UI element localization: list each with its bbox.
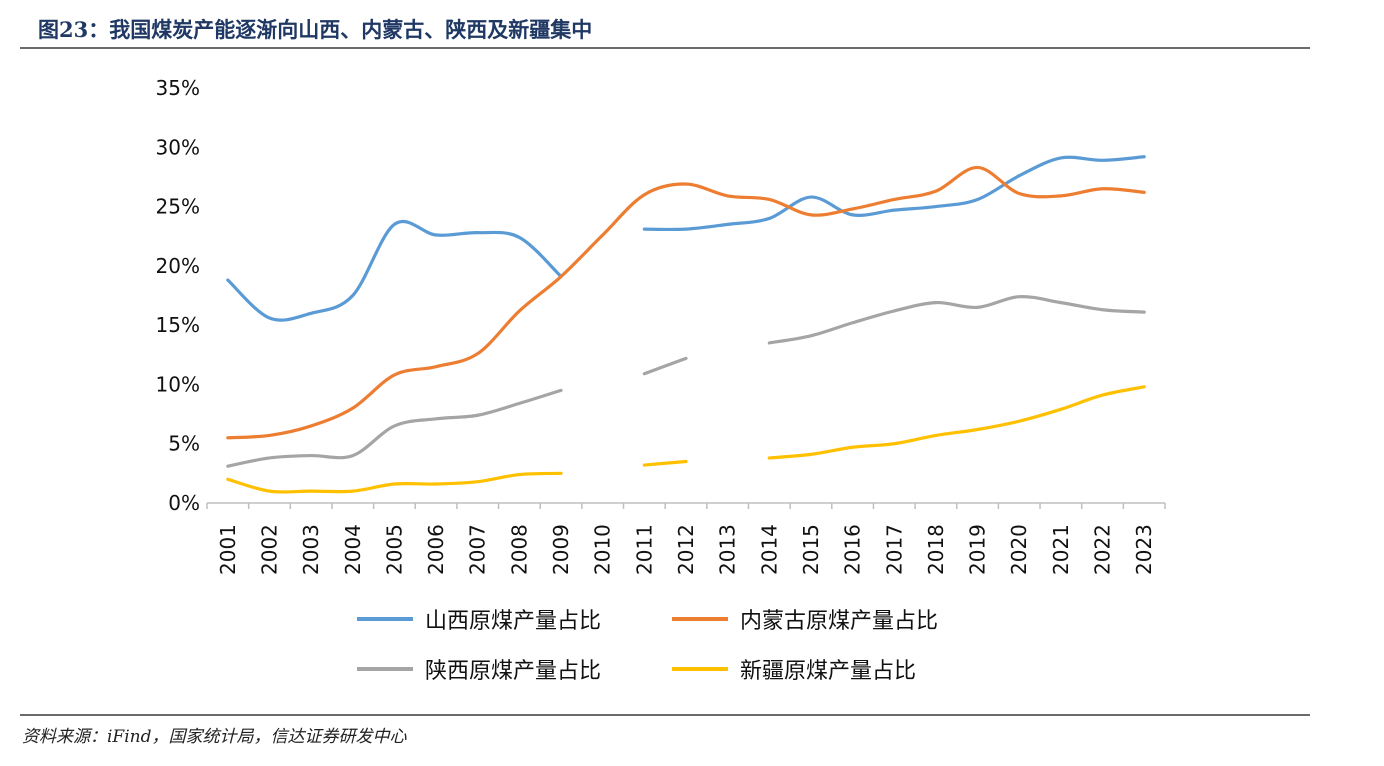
y-tick-label: 35% (156, 76, 200, 100)
legend-label: 陕西原煤产量占比 (425, 659, 602, 684)
x-tick-label: 2023 (1132, 524, 1156, 575)
legend-label: 新疆原煤产量占比 (740, 659, 917, 684)
x-tick-label: 2002 (257, 524, 281, 575)
y-axis-ticks: 0% 5% 10% 15% 20% 25% 30% 35% (156, 76, 200, 515)
legend-item: 陕西原煤产量占比 (357, 654, 601, 684)
x-tick-label: 2012 (674, 524, 698, 575)
x-tick-label: 2022 (1091, 524, 1115, 575)
legend-item: 内蒙古原煤产量占比 (672, 604, 938, 634)
series-line-1 (226, 219, 563, 322)
legend-swatch (357, 667, 413, 671)
series-line-3 (642, 356, 688, 376)
legend-item: 山西原煤产量占比 (357, 604, 601, 634)
legend-swatch (672, 667, 728, 671)
source-note: 资料来源：iFind，国家统计局，信达证券研发中心 (22, 727, 407, 747)
y-tick-label: 30% (156, 135, 200, 159)
x-tick-label: 2015 (799, 524, 823, 575)
series-lines (226, 155, 1146, 494)
y-tick-label: 20% (156, 254, 200, 278)
x-tick-label: 2005 (382, 524, 406, 575)
x-tick-label: 2001 (216, 524, 240, 575)
x-tick-label: 2019 (966, 524, 990, 575)
x-tick-label: 2007 (466, 524, 490, 575)
x-tick-label: 2003 (299, 524, 323, 575)
x-tick-label: 2013 (716, 524, 740, 575)
legend-swatch (672, 617, 728, 621)
legend-label: 山西原煤产量占比 (425, 609, 602, 634)
x-tick-label: 2004 (341, 524, 365, 575)
y-tick-label: 10% (156, 372, 200, 396)
y-tick-label: 5% (168, 432, 200, 456)
y-tick-label: 0% (168, 491, 200, 515)
x-tick-label: 2020 (1007, 524, 1031, 575)
x-tick-label: 2021 (1049, 524, 1073, 575)
legend-swatch (357, 617, 413, 621)
x-axis-ticks: 2001 2002 2003 2004 2005 2006 2007 2008 2009 2010… (206, 503, 1166, 575)
series-line-3 (767, 295, 1146, 345)
bottom-rule (20, 714, 1310, 716)
x-tick-label: 2010 (591, 524, 615, 575)
x-tick-label: 2014 (757, 524, 781, 575)
x-tick-label: 2018 (924, 524, 948, 575)
series-line-2 (226, 165, 1146, 440)
x-tick-label: 2006 (424, 524, 448, 575)
series-line-3 (226, 388, 563, 468)
y-tick-label: 25% (156, 195, 200, 219)
top-rule (20, 47, 1310, 49)
series-line-4 (226, 471, 563, 494)
legend-item: 新疆原煤产量占比 (672, 654, 916, 684)
figure-title: 图23：我国煤炭产能逐渐向山西、内蒙古、陕西及新疆集中 (38, 17, 593, 42)
x-tick-label: 2017 (882, 524, 906, 575)
legend-label: 内蒙古原煤产量占比 (740, 609, 939, 634)
series-line-1 (642, 155, 1146, 232)
y-tick-label: 15% (156, 313, 200, 337)
series-line-4 (642, 459, 688, 467)
series-line-4 (767, 385, 1146, 460)
x-tick-label: 2016 (841, 524, 865, 575)
x-tick-label: 2011 (632, 524, 656, 575)
x-tick-label: 2008 (507, 524, 531, 575)
x-tick-label: 2009 (549, 524, 573, 575)
